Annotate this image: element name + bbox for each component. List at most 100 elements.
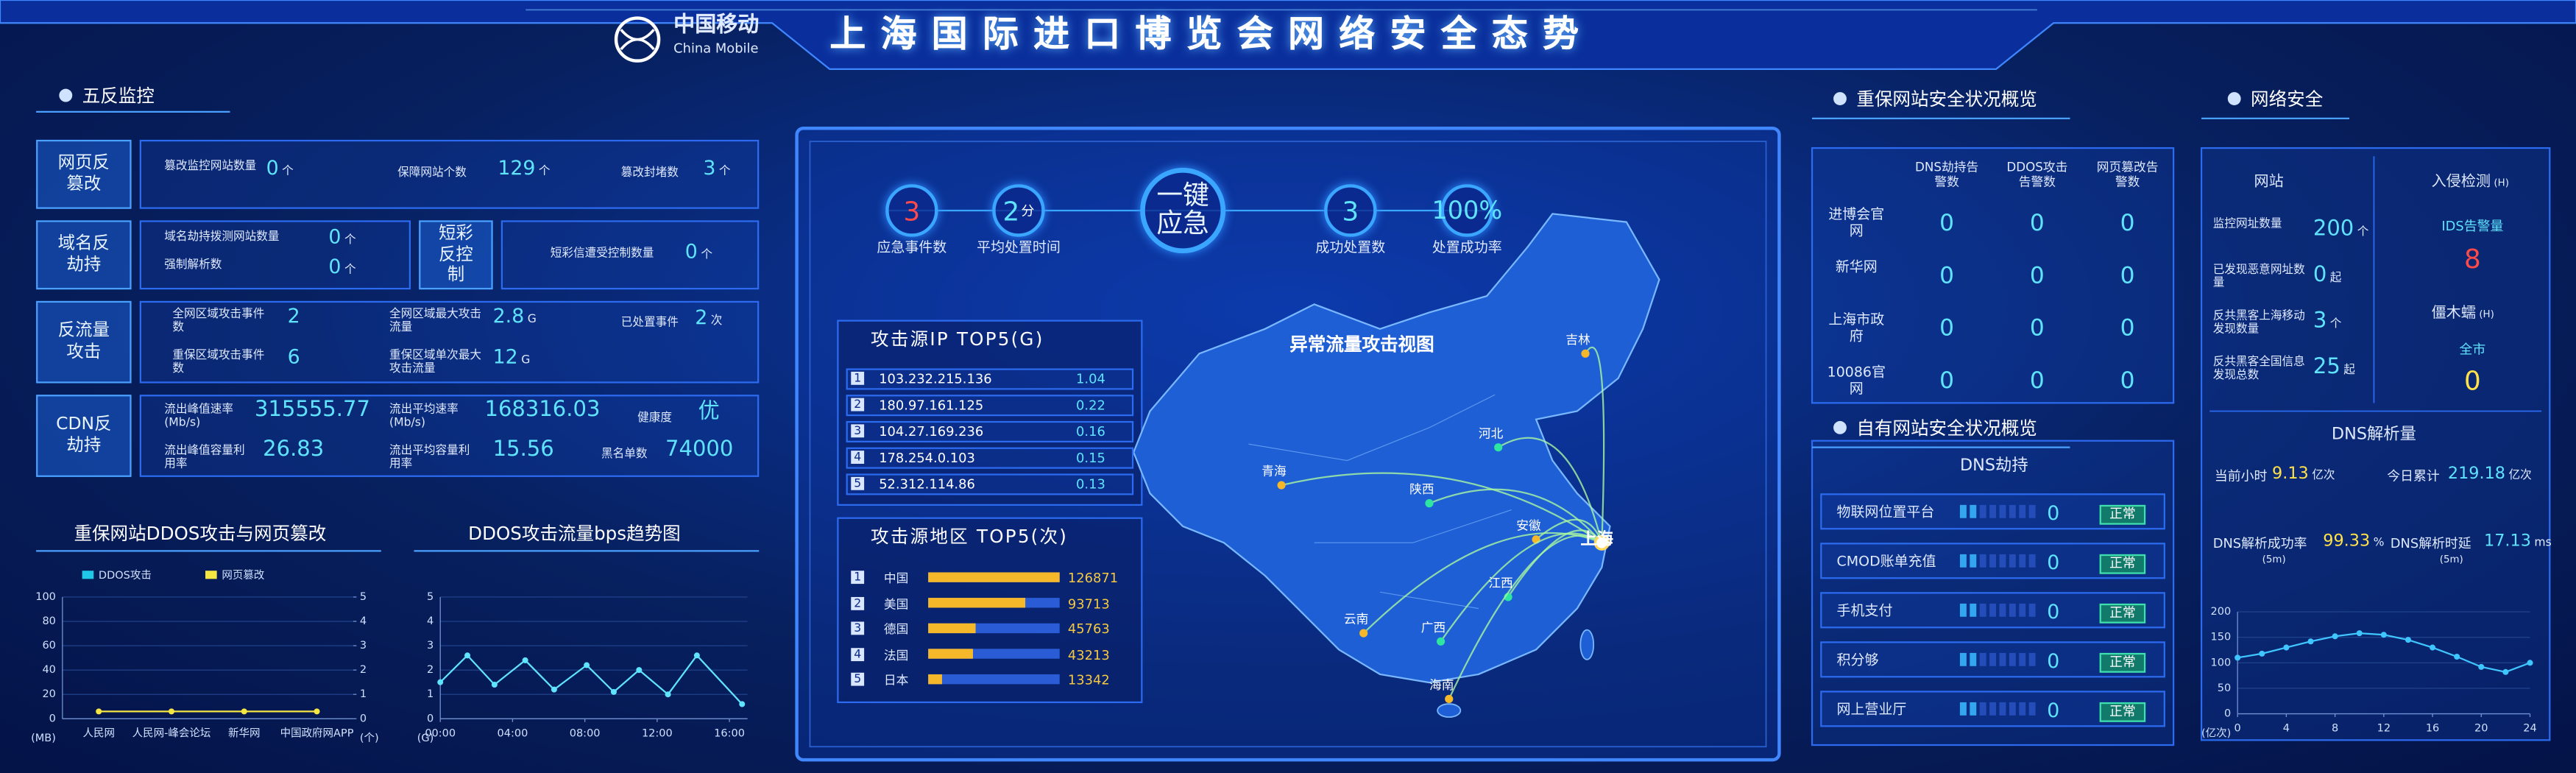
panel-title: 攻击源IP TOP5(G) xyxy=(871,328,1044,350)
value-group: 12 G xyxy=(493,345,531,369)
segment xyxy=(1970,504,1977,518)
site-name: 手机支付 xyxy=(1836,603,1893,621)
city-dot xyxy=(1445,694,1454,704)
point xyxy=(584,662,590,668)
legend-label: DDOS攻击 xyxy=(99,569,152,582)
x-tick-label: 04:00 xyxy=(498,727,528,739)
y-tick-label: 0 xyxy=(2224,708,2231,720)
rank: 4 xyxy=(851,647,865,661)
alert-count: 0 xyxy=(1939,315,1955,342)
x-tick-label: 12 xyxy=(2377,723,2391,735)
metric-label: DNS解析时延 xyxy=(2390,536,2471,551)
section-icon xyxy=(59,88,73,102)
point xyxy=(437,679,444,685)
value: 0 xyxy=(328,225,342,249)
metric-value: 0 xyxy=(2464,364,2481,397)
x-tick-label: 16:00 xyxy=(714,727,745,739)
value: 25 xyxy=(2313,355,2340,381)
title: 入侵检测 xyxy=(2431,174,2491,191)
item-label: 已发现恶意网址数量 xyxy=(2212,263,2305,291)
y-tick-label: 100 xyxy=(35,591,56,603)
legend-label: 网页篡改 xyxy=(222,569,264,582)
point xyxy=(2356,630,2363,637)
section-title: 重保网站安全状况概览 xyxy=(1856,88,2037,110)
x-tick-label: 12:00 xyxy=(642,727,673,739)
unit: % xyxy=(2373,536,2385,550)
segment xyxy=(1999,702,2006,716)
value-group: 74000 xyxy=(665,437,733,463)
ip-row xyxy=(846,447,1134,469)
site-name: 进博会官网 xyxy=(1828,207,1885,241)
unit: (H) xyxy=(2494,177,2509,189)
china-outline xyxy=(1132,213,1660,684)
y-tick-label: 0 xyxy=(49,713,56,724)
value: 0 xyxy=(2313,263,2327,288)
rank: 2 xyxy=(851,398,865,412)
city-dot xyxy=(1359,629,1368,638)
y-tick-label: 200 xyxy=(2211,606,2232,618)
site-name: 10086官网 xyxy=(1827,364,1886,399)
point xyxy=(464,652,471,659)
value: 0 xyxy=(2047,501,2060,525)
metric-label: DNS解析成功率 xyxy=(2212,536,2307,551)
item-label: 监控网址数量 xyxy=(2212,216,2282,230)
segment xyxy=(1979,504,1986,518)
unit: 亿次 xyxy=(2508,468,2532,482)
ip: 103.232.215.136 xyxy=(879,371,992,386)
alert-count: 0 xyxy=(2120,263,2135,290)
x-tick-label: 24 xyxy=(2523,723,2536,735)
column-header: DDOS攻击告警数 xyxy=(2006,159,2068,189)
column-header: 网页篡改告警数 xyxy=(2096,159,2159,189)
item-label: 强制解析数 xyxy=(164,258,222,272)
item-label: 篡改监控网站数量 xyxy=(164,159,257,173)
point xyxy=(636,667,643,674)
ip-value: 0.16 xyxy=(1076,424,1105,440)
stat-value: 3 xyxy=(903,194,921,227)
bar xyxy=(928,649,973,659)
item-label: 反共黑客全国信息发现总数 xyxy=(2212,355,2305,383)
stat-ring: 100% xyxy=(1432,184,1502,237)
y2-tick-label: 1 xyxy=(360,688,367,700)
ip: 104.27.169.236 xyxy=(879,424,984,440)
segment xyxy=(1970,702,1977,716)
value-group: 25 起 xyxy=(2313,356,2355,381)
site-name: CMOD账单充值 xyxy=(1836,554,1936,571)
segment xyxy=(1979,652,1986,666)
city-label: 安徽 xyxy=(1516,518,1541,533)
logo-en: China Mobile xyxy=(673,40,759,56)
status: 正常 xyxy=(2099,603,2146,623)
unit: 次 xyxy=(710,314,723,328)
segment xyxy=(2009,702,2016,716)
map-title: 异常流量攻击视图 xyxy=(1289,333,1434,356)
logo-cn: 中国移动 xyxy=(673,13,760,38)
subtitle: DNS劫持 xyxy=(1959,457,2028,476)
line xyxy=(2237,632,2530,673)
network-panel xyxy=(2200,147,2551,741)
y-axis-label: (G) xyxy=(417,733,434,744)
emergency-button[interactable]: 一键应急 xyxy=(1140,167,1226,254)
column-header: DNS劫持告警数 xyxy=(1914,159,1979,189)
segment xyxy=(1959,603,1967,617)
status: 正常 xyxy=(2099,702,2146,721)
unit: G xyxy=(527,312,537,326)
segment xyxy=(1959,652,1967,666)
value: 6 xyxy=(287,345,300,369)
metric-label: 全市 xyxy=(2459,342,2486,357)
line xyxy=(439,654,743,705)
rank: 5 xyxy=(851,672,865,687)
alert-count: 0 xyxy=(1939,210,1955,237)
metric-label: IDS告警量 xyxy=(2441,219,2504,234)
bps-chart: 0 1 2 3 4 5 00:00 04:00 08:00 12:00 16:00 (G) xyxy=(417,591,748,744)
unit: G xyxy=(521,353,531,367)
alert-count: 0 xyxy=(2120,210,2135,237)
unit: 起 xyxy=(2329,271,2342,285)
value: 0 xyxy=(2047,699,2060,722)
alert-count: 0 xyxy=(2029,368,2045,395)
point xyxy=(491,681,498,688)
point xyxy=(2283,644,2290,651)
ip-row xyxy=(846,368,1134,390)
value: 3 xyxy=(2313,308,2327,334)
item-label: 全网区域最大攻击流量 xyxy=(389,307,482,335)
button-label[interactable]: 一键应急 xyxy=(1156,179,1209,239)
